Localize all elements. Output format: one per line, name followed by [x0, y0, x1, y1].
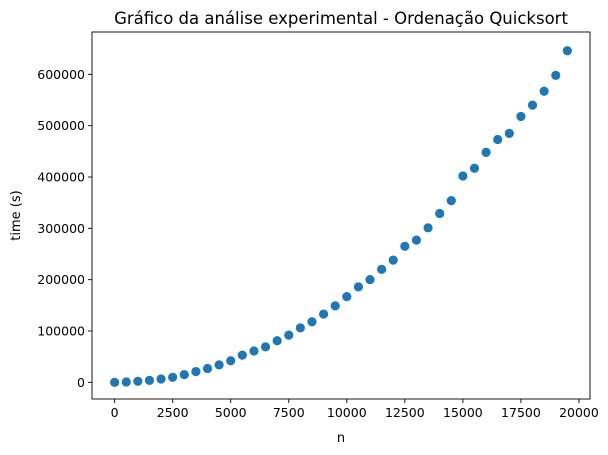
- data-point: [237, 350, 247, 360]
- data-point: [504, 128, 514, 138]
- data-point: [191, 366, 201, 377]
- data-point: [527, 100, 538, 110]
- x-tick-label: 0: [111, 405, 119, 420]
- data-point: [342, 291, 352, 302]
- y-tick-label: 600000: [37, 67, 85, 82]
- y-axis-label: time (s): [9, 190, 24, 240]
- data-point: [295, 323, 305, 333]
- chart-title: Gráfico da análise experimental - Ordena…: [114, 9, 568, 28]
- data-point: [307, 317, 317, 327]
- data-point: [469, 163, 480, 173]
- data-point: [539, 86, 549, 96]
- y-tick-label: 400000: [37, 170, 85, 185]
- x-tick-label: 20000: [559, 405, 599, 420]
- data-point: [353, 282, 364, 292]
- data-point: [481, 147, 491, 157]
- data-points: [110, 46, 572, 387]
- y-tick-label: 200000: [37, 272, 85, 287]
- data-point: [121, 377, 131, 387]
- data-point: [202, 363, 213, 374]
- x-tick-label: 12500: [385, 405, 425, 420]
- data-point: [551, 70, 561, 80]
- data-point: [144, 375, 155, 385]
- data-point: [446, 196, 456, 206]
- data-point: [562, 46, 572, 56]
- data-point: [214, 360, 224, 370]
- x-tick-label: 15000: [443, 405, 483, 420]
- data-point: [423, 223, 433, 233]
- data-point: [400, 241, 410, 251]
- data-point: [458, 171, 468, 181]
- y-axis-ticks: 0 100000 200000 300000 400000 500000 600000: [37, 67, 92, 390]
- data-point: [435, 208, 445, 219]
- data-point: [226, 356, 236, 366]
- data-point: [330, 301, 340, 311]
- data-point: [493, 134, 503, 145]
- data-point: [249, 346, 259, 356]
- x-tick-label: 10000: [327, 405, 367, 420]
- data-point: [260, 342, 271, 352]
- data-point: [377, 264, 387, 274]
- data-point: [365, 275, 375, 285]
- data-point: [411, 235, 422, 245]
- data-point: [110, 377, 120, 387]
- data-point: [179, 370, 189, 380]
- x-axis-ticks: 0 2500 5000 7500 10000 12500 15000 17500 20000: [111, 399, 599, 420]
- data-point: [156, 374, 166, 384]
- data-point: [168, 372, 178, 382]
- data-point: [133, 376, 143, 386]
- y-tick-label: 500000: [37, 118, 85, 133]
- data-point: [516, 111, 526, 122]
- x-tick-label: 17500: [501, 405, 541, 420]
- y-tick-label: 100000: [37, 323, 85, 338]
- data-point: [284, 330, 294, 340]
- data-point: [272, 336, 282, 346]
- x-axis-label: n: [337, 431, 345, 446]
- x-tick-label: 7500: [273, 405, 305, 420]
- plot-frame: [91, 31, 591, 400]
- data-point: [388, 255, 398, 265]
- x-tick-label: 5000: [215, 405, 247, 420]
- y-tick-label: 0: [77, 375, 85, 390]
- x-tick-label: 2500: [157, 405, 189, 420]
- data-point: [318, 309, 329, 319]
- y-tick-label: 300000: [37, 221, 85, 236]
